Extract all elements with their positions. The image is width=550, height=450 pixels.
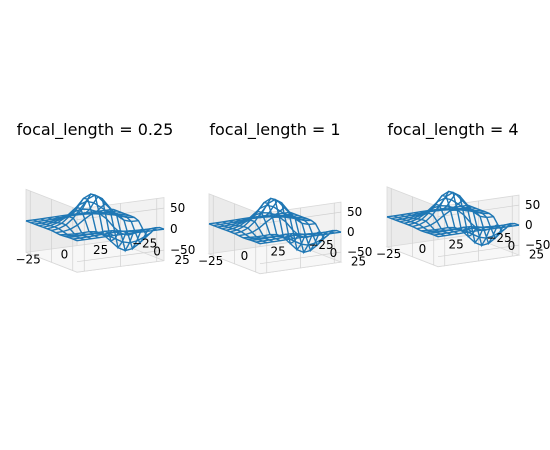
floor-pane bbox=[385, 234, 521, 268]
wireframe-surface bbox=[208, 197, 342, 255]
subplot-title: focal_length = 4 bbox=[387, 120, 518, 140]
grid-line bbox=[437, 244, 520, 258]
wireframe-surface bbox=[386, 190, 520, 248]
x-tick-label: 0 bbox=[419, 242, 427, 256]
surface-row bbox=[433, 222, 515, 236]
x-tick-label: 25 bbox=[93, 243, 108, 257]
wireframe-surface bbox=[25, 193, 165, 253]
y-tick-label: −25 bbox=[308, 238, 333, 252]
surface-row bbox=[437, 224, 520, 238]
surface-col bbox=[467, 204, 520, 233]
y-tick-label: −25 bbox=[486, 231, 511, 245]
grid-line bbox=[76, 249, 165, 263]
surface-row bbox=[76, 228, 165, 242]
x-tick-label: −25 bbox=[15, 252, 40, 266]
y-tick-label: 25 bbox=[529, 247, 544, 261]
surface-col bbox=[289, 211, 342, 240]
x-tick-label: −25 bbox=[198, 254, 223, 268]
surface-row bbox=[259, 231, 342, 245]
y-tick-label: 25 bbox=[174, 253, 189, 267]
z-tick-label: 0 bbox=[347, 225, 355, 239]
x-tick-label: 0 bbox=[241, 249, 249, 263]
z-tick-label: 50 bbox=[525, 198, 540, 212]
surface-col bbox=[461, 205, 513, 240]
z-tick-label: 0 bbox=[525, 218, 533, 232]
surface-col bbox=[98, 210, 150, 251]
x-tick-label: 25 bbox=[449, 237, 464, 251]
z-tick-label: −50 bbox=[170, 243, 195, 257]
y-tick-label: −25 bbox=[132, 236, 157, 250]
subplot-title: focal_length = 0.25 bbox=[17, 120, 174, 140]
z-tick-label: −50 bbox=[347, 245, 372, 259]
x-tick-label: 25 bbox=[271, 244, 286, 258]
y-tick-label: 0 bbox=[330, 246, 338, 260]
x-tick-label: −25 bbox=[376, 247, 401, 261]
floor-pane bbox=[207, 241, 343, 275]
grid-line bbox=[259, 251, 342, 265]
x-tick-label: 0 bbox=[61, 248, 69, 262]
y-tick-label: 0 bbox=[153, 245, 161, 259]
surface-col bbox=[112, 208, 165, 238]
subplot-title: focal_length = 1 bbox=[209, 120, 340, 140]
surface-col bbox=[283, 212, 335, 247]
z-tick-label: 0 bbox=[170, 222, 178, 236]
y-tick-label: 25 bbox=[351, 254, 366, 268]
surface-row bbox=[72, 226, 160, 240]
z-tick-label: −50 bbox=[525, 238, 550, 252]
y-tick-label: 0 bbox=[508, 239, 516, 253]
z-tick-label: 50 bbox=[170, 201, 185, 215]
surface-col bbox=[105, 209, 157, 245]
surface-row bbox=[255, 229, 337, 243]
z-tick-label: 50 bbox=[347, 205, 362, 219]
